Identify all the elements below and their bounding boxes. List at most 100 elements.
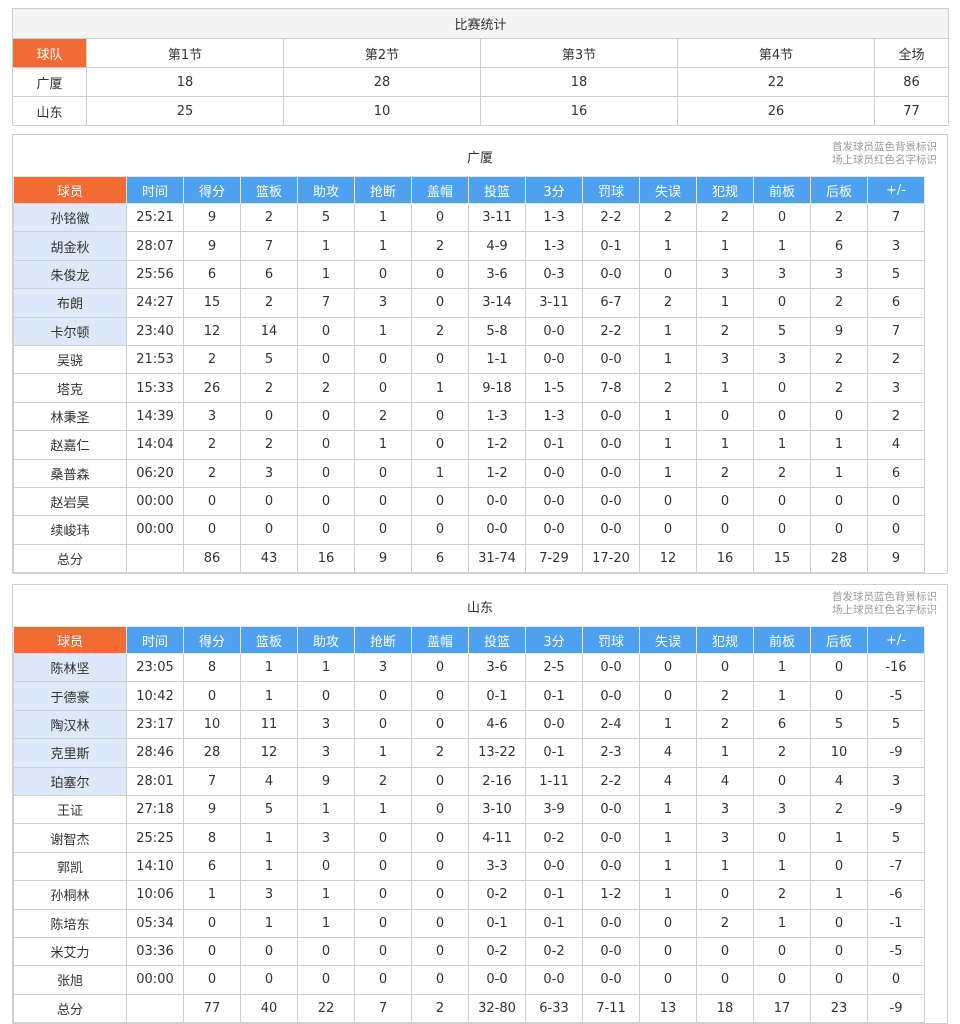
stat-off-reb: 2 bbox=[753, 880, 811, 910]
stat-assists: 1 bbox=[297, 652, 355, 683]
stat-ft: 0-0 bbox=[582, 515, 640, 545]
stat-assists: 0 bbox=[297, 851, 355, 882]
column-header-rebounds: 篮板 bbox=[240, 626, 298, 654]
stat-turnovers: 0 bbox=[639, 652, 697, 683]
stat-fouls: 0 bbox=[696, 965, 754, 995]
total-def-reb: 28 bbox=[810, 543, 868, 574]
stat-time: 00:00 bbox=[126, 515, 184, 545]
stat-steals: 1 bbox=[354, 231, 412, 261]
stat-blocks: 0 bbox=[411, 908, 469, 938]
column-header-time: 时间 bbox=[126, 626, 184, 654]
stat-steals: 0 bbox=[354, 681, 412, 711]
player-name: 赵岩昊 bbox=[13, 486, 127, 517]
stat-turnovers: 1 bbox=[639, 401, 697, 432]
total-steals: 7 bbox=[354, 993, 412, 1024]
stat-rebounds: 4 bbox=[240, 766, 298, 796]
stat-points: 0 bbox=[183, 936, 241, 967]
stat-points: 7 bbox=[183, 766, 241, 796]
total-time bbox=[126, 993, 184, 1024]
stat-fg: 1-2 bbox=[468, 430, 526, 460]
stat-off-reb: 0 bbox=[753, 401, 811, 432]
stat-ft: 0-0 bbox=[582, 344, 640, 375]
stat-blocks: 1 bbox=[411, 458, 469, 488]
player-name: 米艾力 bbox=[13, 936, 127, 967]
stat-turnovers: 0 bbox=[639, 965, 697, 995]
total-blocks: 2 bbox=[411, 993, 469, 1024]
stat-fouls: 1 bbox=[696, 738, 754, 768]
column-header-turnovers: 失误 bbox=[639, 626, 697, 654]
stat-off-reb: 2 bbox=[753, 738, 811, 768]
player-name: 陶汉林 bbox=[13, 709, 127, 740]
stat-turnovers: 1 bbox=[639, 344, 697, 375]
stat-rebounds: 5 bbox=[240, 794, 298, 825]
summary-q2-score: 28 bbox=[283, 67, 481, 97]
player-name: 于德豪 bbox=[13, 681, 127, 711]
column-header-plus-minus: +/- bbox=[867, 626, 925, 654]
stat-fouls: 4 bbox=[696, 766, 754, 796]
stat-fg: 4-6 bbox=[468, 709, 526, 740]
player-name: 林秉圣 bbox=[13, 401, 127, 432]
stat-plus-minus: 6 bbox=[867, 288, 925, 318]
summary-header-q2: 第2节 bbox=[283, 38, 481, 68]
summary-q4-score: 22 bbox=[677, 67, 875, 97]
stat-blocks: 0 bbox=[411, 515, 469, 545]
legend-note: 首发球员蓝色背景标识 场上球员红色名字标识 bbox=[832, 591, 937, 617]
team-total-row: 总分 77 40 22 7 2 32-80 6-33 7-11 13 18 17 23 -9 bbox=[13, 993, 925, 1024]
player-row: 克里斯 28:46 28 12 3 1 2 13-22 0-1 2-3 4 1 2 10 -9 bbox=[13, 738, 925, 768]
total-plus-minus: -9 bbox=[867, 993, 925, 1024]
total-fg: 31-74 bbox=[468, 543, 526, 574]
stat-fg: 0-2 bbox=[468, 880, 526, 910]
stat-def-reb: 1 bbox=[810, 880, 868, 910]
stat-time: 14:04 bbox=[126, 430, 184, 460]
player-row: 赵岩昊 00:00 0 0 0 0 0 0-0 0-0 0-0 0 0 0 0 0 bbox=[13, 486, 925, 517]
stat-fg: 0-0 bbox=[468, 486, 526, 517]
stat-fg: 13-22 bbox=[468, 738, 526, 768]
stat-off-reb: 1 bbox=[753, 908, 811, 938]
stat-points: 0 bbox=[183, 681, 241, 711]
stat-assists: 1 bbox=[297, 880, 355, 910]
stat-plus-minus: 6 bbox=[867, 458, 925, 488]
stat-rebounds: 1 bbox=[240, 652, 298, 683]
stat-three-pt: 0-1 bbox=[525, 880, 583, 910]
stat-steals: 3 bbox=[354, 288, 412, 318]
stat-points: 9 bbox=[183, 794, 241, 825]
stat-fg: 3-3 bbox=[468, 851, 526, 882]
total-turnovers: 12 bbox=[639, 543, 697, 574]
player-name: 珀塞尔 bbox=[13, 766, 127, 796]
stat-three-pt: 0-1 bbox=[525, 908, 583, 938]
total-turnovers: 13 bbox=[639, 993, 697, 1024]
stat-three-pt: 0-0 bbox=[525, 515, 583, 545]
summary-q1-score: 18 bbox=[86, 67, 284, 97]
stat-def-reb: 2 bbox=[810, 202, 868, 233]
stat-turnovers: 1 bbox=[639, 709, 697, 740]
stat-three-pt: 0-1 bbox=[525, 738, 583, 768]
stat-off-reb: 0 bbox=[753, 936, 811, 967]
summary-header-total: 全场 bbox=[873, 38, 950, 68]
summary-q2-score: 10 bbox=[283, 96, 481, 126]
stat-plus-minus: -9 bbox=[867, 738, 925, 768]
stat-def-reb: 1 bbox=[810, 458, 868, 488]
stat-off-reb: 6 bbox=[753, 709, 811, 740]
stat-turnovers: 1 bbox=[639, 823, 697, 853]
player-row: 郭凯 14:10 6 1 0 0 0 3-3 0-0 0-0 1 1 1 0 -7 bbox=[13, 851, 925, 882]
summary-title: 比赛统计 bbox=[11, 8, 950, 39]
stat-fg: 1-2 bbox=[468, 458, 526, 488]
stat-def-reb: 0 bbox=[810, 681, 868, 711]
stat-blocks: 2 bbox=[411, 738, 469, 768]
stat-turnovers: 1 bbox=[639, 430, 697, 460]
stat-assists: 0 bbox=[297, 936, 355, 967]
player-row: 陈培东 05:34 0 1 1 0 0 0-1 0-1 0-0 0 2 1 0 -1 bbox=[13, 908, 925, 938]
stat-rebounds: 7 bbox=[240, 231, 298, 261]
team-boxscore-shandong: 山东 首发球员蓝色背景标识 场上球员红色名字标识 球员 时间 得分 篮板 助攻 抢断 盖帽投… bbox=[12, 584, 948, 1024]
stat-off-reb: 2 bbox=[753, 458, 811, 488]
column-header-three-pt: 3分 bbox=[525, 626, 583, 654]
stat-fouls: 2 bbox=[696, 709, 754, 740]
stat-rebounds: 6 bbox=[240, 259, 298, 290]
stat-points: 8 bbox=[183, 652, 241, 683]
stat-ft: 2-2 bbox=[582, 316, 640, 346]
player-name: 卡尔顿 bbox=[13, 316, 127, 346]
stat-time: 28:07 bbox=[126, 231, 184, 261]
column-header-off-reb: 前板 bbox=[753, 176, 811, 204]
team-title: 山东 bbox=[466, 601, 493, 616]
stat-fg: 5-8 bbox=[468, 316, 526, 346]
